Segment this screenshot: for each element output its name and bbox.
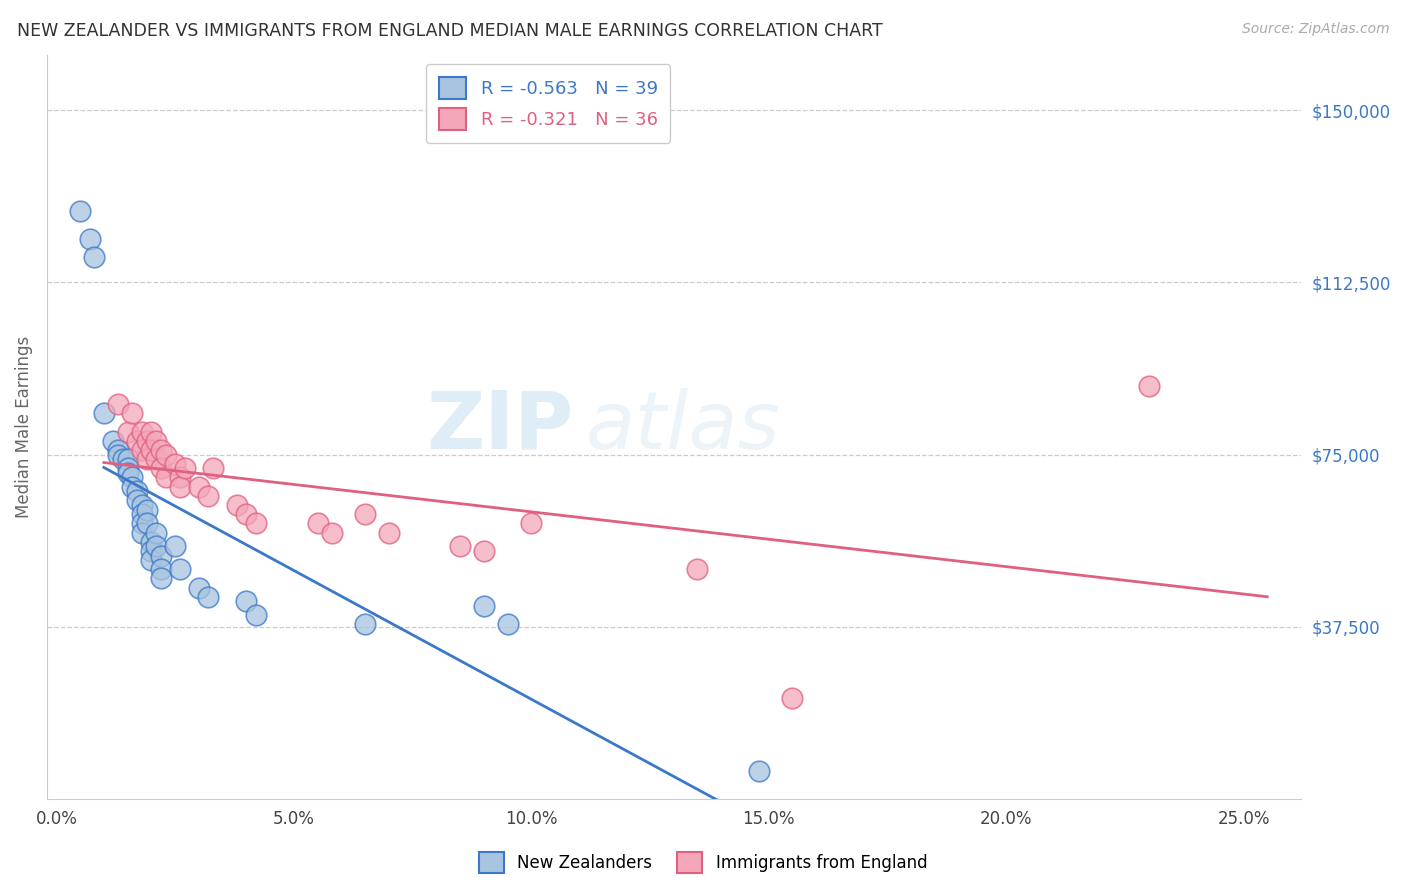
- Point: [141, 553, 163, 567]
- Text: atlas: atlas: [586, 388, 780, 466]
- Point: [155, 470, 177, 484]
- Point: [187, 480, 209, 494]
- Point: [117, 461, 139, 475]
- Legend: R = -0.563   N = 39, R = -0.321   N = 36: R = -0.563 N = 39, R = -0.321 N = 36: [426, 64, 671, 143]
- Point: [686, 562, 709, 576]
- Point: [472, 544, 495, 558]
- Point: [131, 525, 153, 540]
- Point: [245, 516, 267, 531]
- Point: [149, 572, 172, 586]
- Point: [1137, 378, 1160, 392]
- Point: [165, 539, 187, 553]
- Point: [121, 470, 143, 484]
- Point: [107, 442, 129, 457]
- Point: [141, 442, 163, 457]
- Point: [117, 466, 139, 480]
- Point: [131, 425, 153, 439]
- Point: [135, 452, 157, 467]
- Point: [165, 457, 187, 471]
- Point: [121, 480, 143, 494]
- Point: [169, 480, 191, 494]
- Point: [235, 507, 257, 521]
- Point: [354, 617, 377, 632]
- Point: [145, 434, 167, 448]
- Point: [135, 516, 157, 531]
- Point: [131, 498, 153, 512]
- Point: [782, 690, 804, 705]
- Point: [93, 406, 115, 420]
- Y-axis label: Median Male Earnings: Median Male Earnings: [15, 336, 32, 518]
- Text: Source: ZipAtlas.com: Source: ZipAtlas.com: [1241, 22, 1389, 37]
- Point: [169, 470, 191, 484]
- Point: [354, 507, 377, 521]
- Point: [235, 594, 257, 608]
- Point: [103, 434, 125, 448]
- Point: [127, 434, 149, 448]
- Point: [520, 516, 543, 531]
- Point: [69, 204, 91, 219]
- Point: [127, 484, 149, 499]
- Point: [472, 599, 495, 613]
- Point: [202, 461, 225, 475]
- Point: [131, 442, 153, 457]
- Point: [145, 452, 167, 467]
- Point: [141, 534, 163, 549]
- Point: [748, 764, 770, 779]
- Point: [111, 452, 134, 467]
- Point: [149, 442, 172, 457]
- Point: [79, 232, 101, 246]
- Point: [135, 502, 157, 516]
- Legend: New Zealanders, Immigrants from England: New Zealanders, Immigrants from England: [472, 846, 934, 880]
- Point: [149, 562, 172, 576]
- Point: [121, 406, 143, 420]
- Point: [496, 617, 519, 632]
- Point: [307, 516, 329, 531]
- Point: [83, 250, 105, 264]
- Point: [187, 581, 209, 595]
- Point: [449, 539, 471, 553]
- Point: [107, 448, 129, 462]
- Point: [131, 516, 153, 531]
- Point: [145, 525, 167, 540]
- Text: ZIP: ZIP: [426, 388, 574, 466]
- Point: [245, 608, 267, 623]
- Point: [117, 452, 139, 467]
- Point: [141, 544, 163, 558]
- Point: [107, 397, 129, 411]
- Point: [197, 590, 219, 604]
- Point: [145, 539, 167, 553]
- Point: [321, 525, 343, 540]
- Text: NEW ZEALANDER VS IMMIGRANTS FROM ENGLAND MEDIAN MALE EARNINGS CORRELATION CHART: NEW ZEALANDER VS IMMIGRANTS FROM ENGLAND…: [17, 22, 883, 40]
- Point: [117, 425, 139, 439]
- Point: [131, 507, 153, 521]
- Point: [173, 461, 195, 475]
- Point: [135, 434, 157, 448]
- Point: [169, 562, 191, 576]
- Point: [197, 489, 219, 503]
- Point: [149, 549, 172, 563]
- Point: [127, 493, 149, 508]
- Point: [141, 425, 163, 439]
- Point: [149, 461, 172, 475]
- Point: [225, 498, 247, 512]
- Point: [155, 448, 177, 462]
- Point: [378, 525, 401, 540]
